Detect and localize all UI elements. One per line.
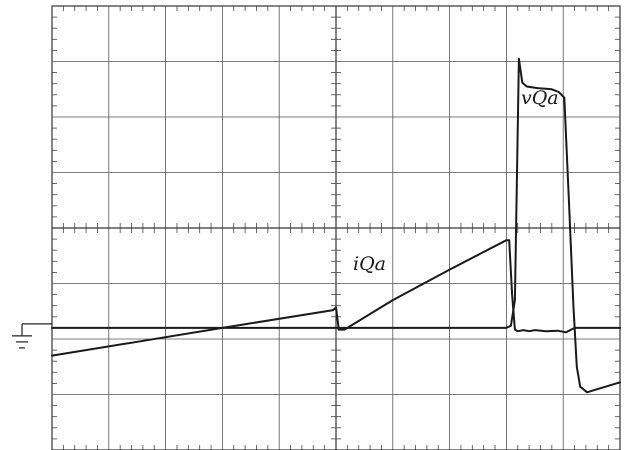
vqa-trace-label: vQa	[521, 87, 559, 109]
iqa-trace-label: iQa	[353, 253, 386, 275]
ground-symbol-icon	[12, 324, 52, 348]
